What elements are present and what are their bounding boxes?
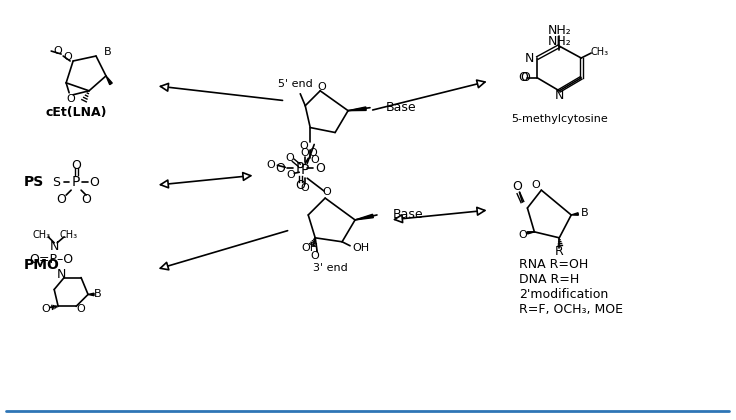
Text: N: N [555,89,564,102]
Text: B: B [104,47,112,57]
Text: O: O [309,148,317,158]
Text: 5' end: 5' end [278,79,313,89]
Text: O=P–O: O=P–O [29,253,74,266]
Polygon shape [571,213,578,215]
Text: O: O [520,71,531,84]
Text: O: O [56,193,66,205]
Text: O: O [89,176,99,189]
Text: B: B [94,289,102,299]
Text: R=F, OCH₃, MOE: R=F, OCH₃, MOE [520,303,623,316]
Text: O: O [323,187,331,197]
Text: N: N [525,52,534,65]
Text: P: P [72,175,80,189]
Text: Base: Base [386,101,417,114]
Text: O: O [315,162,325,175]
Text: O: O [81,193,91,205]
Text: P: P [301,163,309,177]
Polygon shape [355,214,373,220]
Text: R: R [555,245,564,258]
Text: O: O [295,178,305,192]
Text: O: O [42,304,51,314]
Text: O: O [301,148,310,158]
Text: CH₃: CH₃ [59,230,77,240]
Text: 5-methylcytosine: 5-methylcytosine [511,113,608,123]
Text: P: P [296,161,305,175]
Text: O: O [318,82,327,92]
Text: O: O [275,162,286,175]
Text: N: N [49,240,59,253]
Text: CH₃: CH₃ [32,230,50,240]
Text: O: O [266,160,275,170]
Text: NH₂: NH₂ [548,24,571,37]
Text: N: N [57,268,66,281]
Text: O: O [518,71,528,84]
Text: cEt(LNA): cEt(LNA) [46,106,107,119]
Text: OH: OH [352,243,369,253]
Polygon shape [348,107,367,110]
Text: O: O [64,52,73,62]
Text: Base: Base [393,208,423,221]
Text: DNA R=H: DNA R=H [520,273,580,286]
Text: O: O [67,94,76,104]
Polygon shape [106,76,113,84]
Text: O: O [518,230,527,240]
Text: OH: OH [302,243,319,253]
Text: S: S [52,176,60,189]
Text: 3' end: 3' end [313,262,347,273]
Text: O: O [54,46,63,56]
Text: O: O [77,304,85,314]
Text: CH₃: CH₃ [590,47,608,57]
Text: O: O [285,153,294,163]
Text: O: O [301,183,310,193]
Text: O: O [531,180,539,190]
Text: PMO: PMO [24,257,59,272]
Text: NH₂: NH₂ [548,34,571,47]
Text: O: O [311,155,319,165]
Text: RNA R=OH: RNA R=OH [520,258,589,271]
Text: 2'modification: 2'modification [520,288,609,301]
Polygon shape [527,232,534,234]
Text: O: O [512,180,523,193]
Text: PS: PS [24,175,43,189]
Text: B: B [581,208,589,218]
Text: O: O [286,170,294,180]
Text: O: O [311,251,319,261]
Polygon shape [88,293,94,296]
Text: O: O [71,159,81,172]
Text: O: O [300,142,308,152]
